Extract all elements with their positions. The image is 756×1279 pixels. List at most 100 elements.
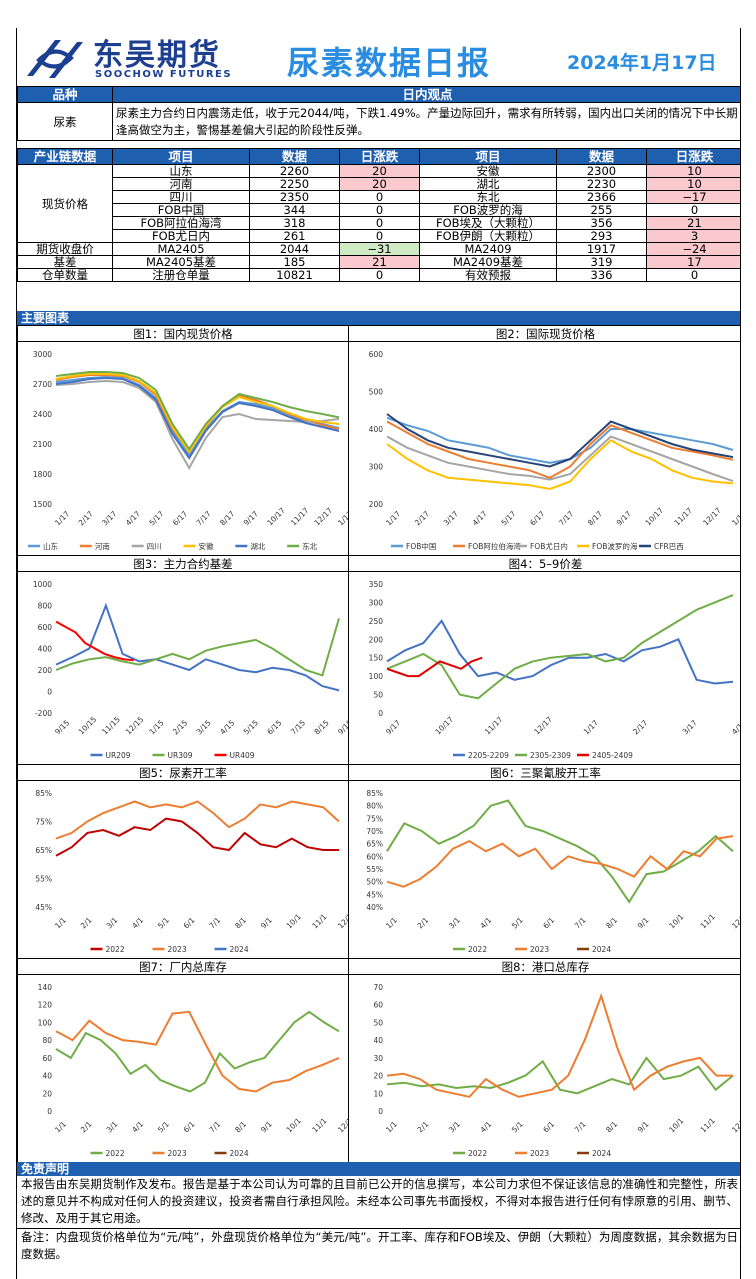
y-tick-label: 60	[373, 1001, 383, 1010]
chart-title: 图4：5–9价差	[349, 556, 740, 572]
y-tick-label: 60%	[366, 852, 383, 861]
legend-label: 2022	[468, 945, 487, 954]
y-tick-label: 150	[369, 654, 384, 663]
y-tick-label: 800	[38, 602, 53, 611]
series-line	[55, 800, 340, 840]
value-cell: 318	[249, 216, 340, 230]
change-cell: 3	[646, 229, 740, 243]
value-cell: 344	[249, 203, 340, 217]
change-cell: 0	[339, 203, 420, 217]
series-line	[55, 373, 340, 454]
value-cell: 2044	[249, 242, 340, 256]
x-tick-label: 10/15	[77, 715, 99, 737]
x-tick-label: 2/1	[79, 915, 94, 930]
change-cell: 0	[339, 216, 420, 230]
item-cell: 东北	[419, 190, 557, 204]
x-tick-label: 1/1	[53, 1119, 68, 1134]
value-cell: 2260	[249, 164, 340, 178]
legend-label: UR209	[106, 751, 131, 760]
chart-title: 图1：国内现货价格	[18, 326, 348, 342]
item-cell: MA2409	[419, 242, 557, 256]
value-cell: 10821	[249, 268, 340, 282]
y-tick-label: 65%	[366, 840, 383, 849]
spread-chart: 图4：5–9价差 350 300 250 200 150 100 50 0 9/17 10/17 11…	[348, 555, 740, 765]
y-tick-label: 1800	[33, 470, 52, 479]
row-label: 仓单数量	[17, 268, 113, 282]
urea-operating-rate-chart: 图5：尿素开工率 85% 75% 65% 55% 45% 1/1 2/1 3/1 4/1 5/1 6/…	[17, 764, 349, 959]
x-tick-label: 7/1	[573, 1119, 588, 1134]
change-cell: −17	[646, 190, 740, 204]
x-tick-label: 10/1	[667, 912, 685, 930]
value-cell: 185	[249, 255, 340, 269]
x-tick-label: 6/15	[265, 718, 283, 736]
y-tick-label: 20	[42, 1089, 52, 1098]
y-tick-label: 45%	[35, 903, 52, 912]
y-tick-label: 400	[369, 425, 384, 434]
y-tick-label: 30	[373, 1054, 383, 1063]
legend-label: 四川	[147, 542, 162, 551]
x-tick-label: 11/17	[483, 715, 505, 737]
change-cell: 20	[339, 164, 420, 178]
data-table: 产业链数据 项目 数据 日涨跌 项目 数据 日涨跌 现货价格 山东 2260 20 安徽…	[17, 148, 740, 282]
view-table: 品种 日内观点 尿素 尿素主力合约日内震荡走低，收于元2044/吨，下跌1.49…	[17, 86, 740, 141]
chart-plot: 85% 80% 75% 70% 65% 60% 55% 50% 45% 40%1/1 2/1 3/1 4…	[366, 789, 740, 954]
legend-label: 2024	[592, 1149, 611, 1158]
x-tick-label: 11/1	[699, 1116, 717, 1134]
x-tick-label: 2/17	[413, 509, 431, 527]
legend-label: 安徽	[199, 541, 214, 551]
change-cell: 20	[339, 177, 420, 191]
y-tick-label: 75%	[366, 814, 383, 823]
x-tick-label: 4/1	[478, 1119, 493, 1134]
x-tick-label: 5/1	[156, 1119, 171, 1134]
x-tick-label: 8/17	[218, 509, 236, 527]
x-tick-label: 9/1	[636, 1119, 651, 1134]
y-tick-label: 250	[369, 617, 384, 626]
y-tick-label: 70	[373, 983, 383, 992]
legend-label: 2305-2309	[530, 751, 571, 760]
chart-title: 图6：三聚氰胺开工率	[349, 765, 740, 781]
legend-label: 2405-2409	[592, 751, 633, 760]
change-cell: −31	[339, 242, 420, 256]
x-tick-label: 2/17	[77, 509, 95, 527]
series-line	[55, 620, 134, 662]
x-tick-label: 9/17	[384, 718, 402, 736]
x-tick-label: 1/1	[384, 1119, 399, 1134]
x-tick-label: 1/17	[582, 718, 600, 736]
col-value-2: 数据	[556, 148, 647, 165]
data-row: 河南 2250 20 湖北 2230 10	[18, 177, 740, 191]
legend-label: 湖北	[250, 542, 265, 551]
change-cell: 21	[339, 255, 420, 269]
x-tick-label: 4/1	[130, 915, 145, 930]
factory-inventory-chart: 图7：厂内总库存 140 120 100 80 60 40 20 0 1/1 2/1 3/1 4/1 5/…	[17, 958, 349, 1163]
series-line	[386, 416, 734, 464]
chart-title: 图3：主力合约基差	[18, 556, 348, 572]
x-tick-label: 3/15	[195, 718, 213, 736]
item-cell: FOB中国	[112, 203, 250, 217]
x-tick-label: 11/1	[310, 912, 328, 930]
data-row: FOB尤日内 261 0 FOB伊朗（大颗粒） 293 3	[18, 229, 740, 243]
col-value: 数据	[249, 148, 340, 165]
y-tick-label: 80	[42, 1036, 52, 1045]
x-tick-label: 5/17	[147, 509, 165, 527]
value-cell: 2366	[556, 190, 647, 204]
x-tick-label: 1/17	[730, 509, 741, 527]
data-row: 期货收盘价 MA2405 2044 −31 MA2409 1917 −24	[17, 242, 740, 256]
x-tick-label: 2/17	[631, 718, 649, 736]
row-label: 基差	[17, 255, 113, 269]
x-tick-label: 12/15	[124, 715, 146, 737]
x-tick-label: 4/1	[130, 1119, 145, 1134]
item-cell: FOB波罗的海	[419, 203, 557, 217]
series-line	[55, 376, 340, 460]
y-tick-label: 350	[369, 580, 384, 589]
x-tick-label: 1/17	[53, 509, 71, 527]
y-tick-label: 600	[38, 623, 53, 632]
x-tick-label: 9/1	[259, 915, 274, 930]
series-line	[386, 439, 734, 491]
x-tick-label: 11/17	[672, 506, 694, 528]
x-tick-label: 11/17	[289, 506, 311, 528]
y-tick-label: 85%	[35, 789, 52, 798]
x-tick-label: 8/15	[312, 718, 330, 736]
chart-title: 图2：国际现货价格	[349, 326, 740, 342]
